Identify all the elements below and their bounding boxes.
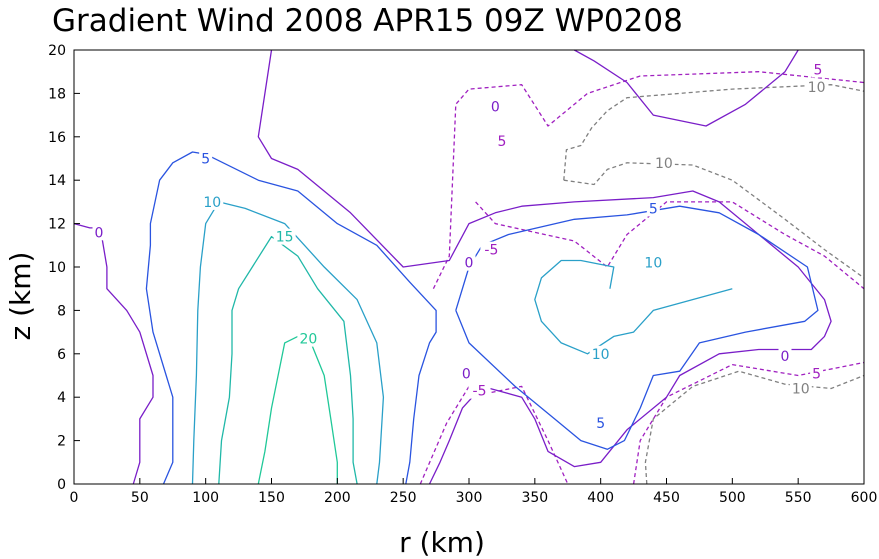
y-tick-label: 20 [48,43,66,59]
contour-line-level-neg5 [632,361,865,485]
contour-line-level-5 [145,151,437,485]
contour-line-level-15 [218,235,358,485]
x-tick-label: 500 [719,490,746,506]
contour-label: 0 [462,366,471,382]
contour-label-background [589,345,612,362]
x-tick-label: 250 [390,490,417,506]
y-tick-label: 14 [48,173,66,189]
y-tick-label: 4 [57,390,66,406]
x-tick-label: 200 [324,490,351,506]
x-tick-label: 450 [653,490,680,506]
contour-label: 5 [812,366,821,382]
contour-label: 5 [596,416,605,432]
contour-label: 10 [592,347,610,363]
x-axis: 0 50 100 150 200 250 300 350 400 450 500 550 600 [70,478,878,506]
contour-label-background [297,330,320,347]
contour-label: 15 [276,230,294,246]
y-axis: 0 2 4 6 8 10 12 14 16 18 20 [48,43,80,493]
contour-line-level-10 [534,259,733,355]
contour-line-level-0 [573,49,799,127]
contour-label: 0 [465,256,474,272]
contour-label-background [480,241,503,258]
contour-line-level-neg5 [419,385,569,485]
contour-label: -5 [473,384,487,400]
contour-label-background [778,347,792,364]
contour-layer [73,49,865,485]
y-tick-label: 16 [48,130,66,146]
chart-title: Gradient Wind 2008 APR15 09Z WP0208 [52,3,683,39]
y-tick-label: 12 [48,217,66,233]
x-tick-label: 400 [587,490,614,506]
contour-label: 5 [649,201,658,217]
contour-line-level-20 [257,335,338,485]
x-tick-label: 550 [785,490,812,506]
x-tick-label: 600 [851,490,878,506]
contour-label-background [495,133,509,150]
contour-line-level-0 [257,49,832,485]
y-tick-label: 2 [57,434,66,450]
contour-label: 10 [655,156,673,172]
contour-label-background [488,98,502,115]
y-tick-label: 10 [48,260,66,276]
contour-label-background [459,365,473,382]
contour-label: -5 [484,243,498,259]
contour-line-level-5 [455,205,819,450]
contour-label-background [594,415,608,432]
contour-line-level-neg10 [644,370,865,485]
contour-label: 0 [781,349,790,365]
contour-label-background [92,224,106,241]
contour-label-background [468,382,491,399]
x-tick-label: 150 [258,490,285,506]
x-tick-label: 350 [521,490,548,506]
contour-label: 5 [201,152,210,168]
contour-label-background [811,61,825,78]
contour-line-level-neg10 [563,162,865,279]
x-tick-label: 50 [131,490,149,506]
contour-label-background [652,154,675,171]
contour-label-background [805,78,828,95]
contour-label-background [462,254,476,271]
contour-line-level-0 [73,222,154,485]
contour-line-level-neg10 [563,84,865,181]
x-tick-label: 100 [192,490,219,506]
contour-label: 10 [644,256,662,272]
contour-label: 0 [95,225,104,241]
contour-label: 10 [808,80,826,96]
contour-label-background [810,365,824,382]
x-tick-label: 0 [70,490,79,506]
contour-label: 5 [497,134,506,150]
contour-label-background [646,200,660,217]
contour-label-background [642,254,665,271]
contour-label-background [789,380,812,397]
contour-label: 20 [299,332,317,348]
contour-label: 5 [813,63,822,79]
contour-label-background [201,193,224,210]
contour-line-level-neg5 [432,71,865,289]
contour-label: 10 [792,382,810,398]
y-axis-label: z (km) [4,252,37,341]
y-tick-label: 0 [57,477,66,493]
x-axis-label: r (km) [399,526,485,559]
contour-label-background [199,150,213,167]
y-tick-label: 6 [57,347,66,363]
y-tick-label: 18 [48,86,66,102]
contour-label: 0 [491,99,500,115]
x-tick-label: 300 [456,490,483,506]
contour-label: 10 [203,195,221,211]
contour-line-level-10 [191,201,385,485]
contour-label-background [273,228,296,245]
y-tick-label: 8 [57,303,66,319]
